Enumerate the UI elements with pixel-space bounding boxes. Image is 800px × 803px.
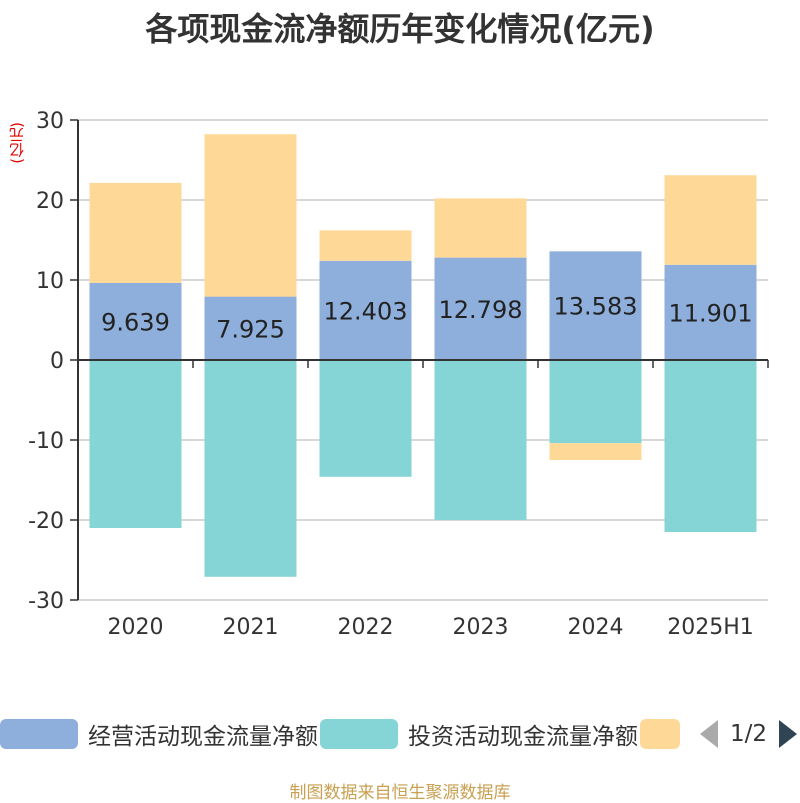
bar-2023-series-2: [434, 198, 527, 258]
bar-2024-series-2: [549, 443, 642, 460]
legend-item-investing[interactable]: 投资活动现金流量净额: [320, 716, 638, 752]
y-tick-label: -30: [28, 589, 64, 614]
x-tick-label: 2023: [453, 615, 509, 640]
bar-2025H1-series-1: [664, 360, 757, 532]
data-label: 13.583: [554, 293, 638, 321]
bar-2023-series-1: [434, 360, 527, 520]
x-tick-label: 2024: [568, 615, 624, 640]
legend-swatch-operating: [0, 719, 78, 749]
x-tick-label: 2022: [338, 615, 394, 640]
bar-2022-series-2: [319, 230, 412, 261]
bar-chart: 30 20 10 0 -10 -20 -30 9.639 2020 7.925 2021 12.403…: [28, 109, 769, 640]
x-tick-label: 2020: [108, 615, 164, 640]
data-source-note: 制图数据来自恒生聚源数据库: [289, 783, 511, 803]
legend-swatch-financing: [640, 719, 680, 749]
y-tick-label: 10: [36, 269, 64, 294]
legend-pager: 1/2: [700, 716, 798, 752]
legend-label-investing: 投资活动现金流量净额: [408, 724, 638, 750]
bar-2025H1-series-2: [664, 175, 757, 265]
legend: 经营活动现金流量净额 投资活动现金流量净额 1/2: [0, 716, 800, 752]
bar-2021-series-0: [204, 296, 297, 360]
bar-2022-series-1: [319, 360, 412, 477]
x-tick-label: 2025H1: [667, 615, 754, 640]
data-label: 12.798: [439, 296, 523, 324]
bar-2020-series-0: [89, 282, 182, 360]
y-tick-label: 0: [50, 349, 64, 374]
next-page-arrow-icon[interactable]: [779, 720, 798, 748]
chart-title: 各项现金流净额历年变化情况(亿元): [145, 10, 655, 48]
x-tick-label: 2021: [223, 615, 279, 640]
data-label: 11.901: [669, 299, 753, 327]
prev-page-arrow-icon[interactable]: [700, 720, 718, 748]
y-tick-label: 20: [36, 189, 64, 214]
data-label: 7.925: [216, 315, 285, 343]
legend-swatch-investing: [320, 719, 398, 749]
bar-2020-series-1: [89, 360, 182, 528]
bar-2023-series-0: [434, 257, 527, 360]
y-tick-label: -20: [28, 509, 64, 534]
legend-item-operating[interactable]: 经营活动现金流量净额: [0, 716, 318, 752]
data-label: 9.639: [101, 308, 170, 336]
bar-2021-series-1: [204, 360, 297, 577]
legend-item-financing[interactable]: [640, 716, 680, 752]
legend-page-indicator: 1/2: [730, 721, 768, 747]
y-tick-label: 30: [36, 109, 64, 134]
data-label: 12.403: [324, 297, 408, 325]
bar-2021-series-2: [204, 134, 297, 297]
bar-2024-series-1: [549, 360, 642, 444]
y-tick-label: -10: [28, 429, 64, 454]
bar-2022-series-0: [319, 260, 412, 360]
bar-2020-series-2: [89, 182, 182, 283]
bar-2024-series-0: [549, 251, 642, 360]
bar-2025H1-series-0: [664, 264, 757, 360]
legend-label-operating: 经营活动现金流量净额: [88, 724, 318, 750]
